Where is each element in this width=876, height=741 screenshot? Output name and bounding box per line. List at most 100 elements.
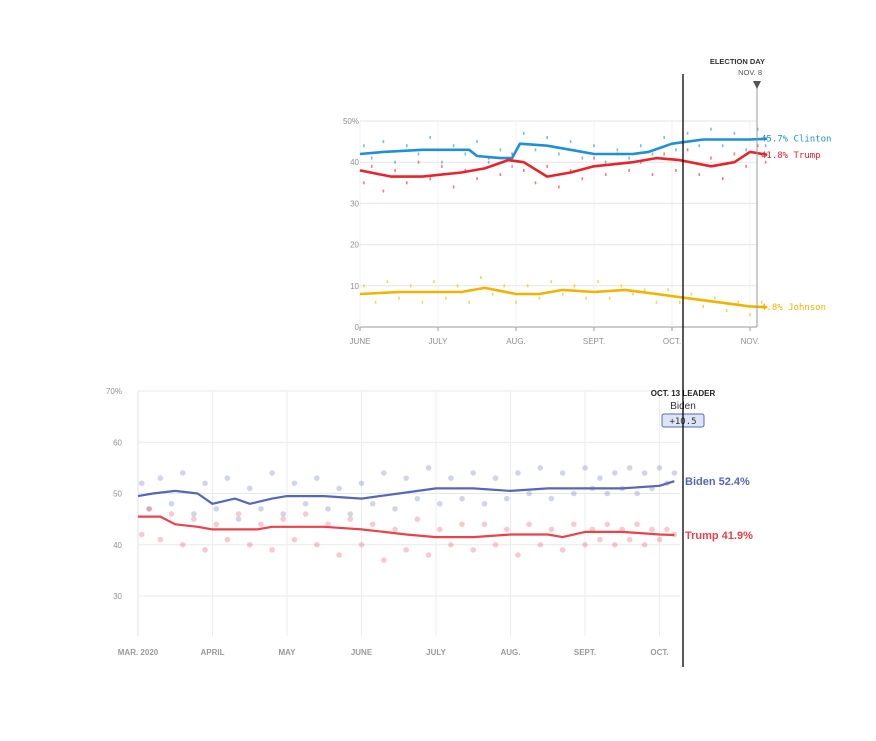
bottom-poll-point <box>604 490 611 497</box>
bottom-poll-point <box>448 475 454 481</box>
top-poll-point <box>546 164 548 168</box>
top-x-tick-label: JULY <box>429 337 449 346</box>
bottom-poll-point <box>269 470 275 476</box>
bottom-poll-point <box>503 495 510 502</box>
bottom-poll-point <box>224 536 231 543</box>
bottom-poll-point <box>619 526 626 533</box>
top-poll-point <box>382 189 385 193</box>
bottom-x-tick-label: MAY <box>278 648 296 657</box>
bottom-poll-point <box>369 521 376 528</box>
bottom-poll-point <box>537 465 544 471</box>
top-poll-point <box>406 181 408 185</box>
top-poll-point <box>745 148 747 152</box>
bottom-series-line-biden <box>137 480 675 505</box>
bottom-poll-point <box>336 552 342 558</box>
top-poll-point <box>370 164 373 168</box>
top-y-tick-label: 40 <box>350 158 359 167</box>
bottom-poll-point <box>492 475 499 481</box>
bottom-poll-point <box>664 526 670 533</box>
top-poll-point <box>690 292 693 296</box>
bottom-poll-point <box>146 506 152 512</box>
top-chart-panel <box>352 74 770 346</box>
top-poll-point <box>737 300 740 304</box>
bottom-poll-point <box>280 516 287 522</box>
bottom-poll-point <box>138 531 145 538</box>
bottom-poll-point <box>168 511 175 517</box>
bottom-poll-point <box>634 490 640 497</box>
bottom-poll-point <box>246 541 253 548</box>
top-poll-point <box>464 168 467 172</box>
bottom-poll-point <box>325 521 331 528</box>
bottom-poll-point <box>481 521 488 528</box>
bottom-poll-point <box>597 475 603 481</box>
top-series-labels: 45.7% Clinton 41.8% Trump 4.8% Johnson <box>761 135 831 314</box>
top-series-label-johnson: 4.8% Johnson <box>761 303 826 313</box>
top-poll-point <box>386 280 389 284</box>
top-poll-point <box>523 168 525 172</box>
bottom-poll-point <box>213 521 220 528</box>
top-y-tick-label: 20 <box>350 241 359 250</box>
top-poll-point <box>640 160 642 164</box>
bottom-poll-point <box>157 536 164 543</box>
bottom-poll-point <box>302 500 309 507</box>
top-poll-point <box>593 156 595 160</box>
bottom-poll-point <box>481 500 488 507</box>
bottom-poll-point <box>246 485 253 492</box>
top-x-tick-label: JUNE <box>350 337 371 346</box>
top-series-line-trump <box>359 150 768 178</box>
top-poll-point <box>698 173 701 177</box>
top-poll-point <box>546 135 548 139</box>
top-poll-point <box>491 292 494 296</box>
top-poll-point <box>499 173 502 177</box>
bottom-series-label-trump: Trump 41.9% <box>685 530 753 542</box>
top-poll-point <box>511 164 513 168</box>
top-poll-point <box>476 140 478 144</box>
top-poll-point <box>569 168 572 172</box>
top-poll-point <box>363 144 365 148</box>
bottom-poll-point <box>179 541 186 548</box>
top-x-tick-label: AUG. <box>506 337 526 346</box>
bottom-x-tick-label: OCT. <box>650 648 668 657</box>
bottom-poll-point <box>589 526 596 533</box>
top-poll-point <box>569 140 572 144</box>
top-poll-point <box>363 284 365 288</box>
top-poll-point <box>382 140 385 144</box>
top-poll-point <box>562 292 564 296</box>
top-grid <box>359 120 757 328</box>
top-series-lines <box>359 137 768 309</box>
bottom-y-tick-label: 60 <box>113 438 122 447</box>
top-poll-point <box>675 148 677 152</box>
top-poll-point <box>757 127 759 131</box>
top-y-tick-label: 0 <box>355 323 360 332</box>
bottom-poll-point <box>414 516 421 522</box>
bottom-series-label-biden: Biden 52.4% <box>685 476 750 488</box>
bottom-poll-point <box>626 465 633 471</box>
bottom-poll-point <box>548 526 555 533</box>
top-poll-point <box>651 152 654 156</box>
top-y-tick-label: 50% <box>343 117 359 126</box>
bottom-y-tick-label: 40 <box>113 541 122 550</box>
top-x-tick-label: OCT. <box>663 337 681 346</box>
bottom-poll-point <box>597 536 603 543</box>
bottom-poll-point <box>224 475 231 481</box>
top-poll-point <box>616 148 619 152</box>
bottom-x-tick-label: AUG. <box>501 648 521 657</box>
bottom-poll-point <box>656 465 663 471</box>
election-day-date: NOV. 8 <box>738 68 762 77</box>
top-x-axis: JUNE JULY AUG. SEPT. OCT. NOV. <box>350 327 760 346</box>
bottom-poll-point <box>515 470 521 476</box>
bottom-x-tick-label: MAR. 2020 <box>118 648 159 657</box>
top-poll-point <box>523 131 525 135</box>
bottom-poll-point <box>448 541 454 548</box>
top-poll-point <box>476 177 478 181</box>
bottom-poll-point <box>612 470 618 476</box>
top-poll-point <box>640 144 642 148</box>
bottom-series-labels: Biden 52.4% Trump 41.9% <box>685 476 753 542</box>
top-x-tick-label: NOV. <box>741 337 760 346</box>
bottom-poll-point <box>235 511 242 517</box>
bottom-poll-point <box>258 521 264 528</box>
bottom-y-axis: 70% 60 50 40 30 <box>106 387 123 601</box>
bottom-poll-point <box>381 470 387 476</box>
top-series-line-johnson <box>359 286 768 309</box>
